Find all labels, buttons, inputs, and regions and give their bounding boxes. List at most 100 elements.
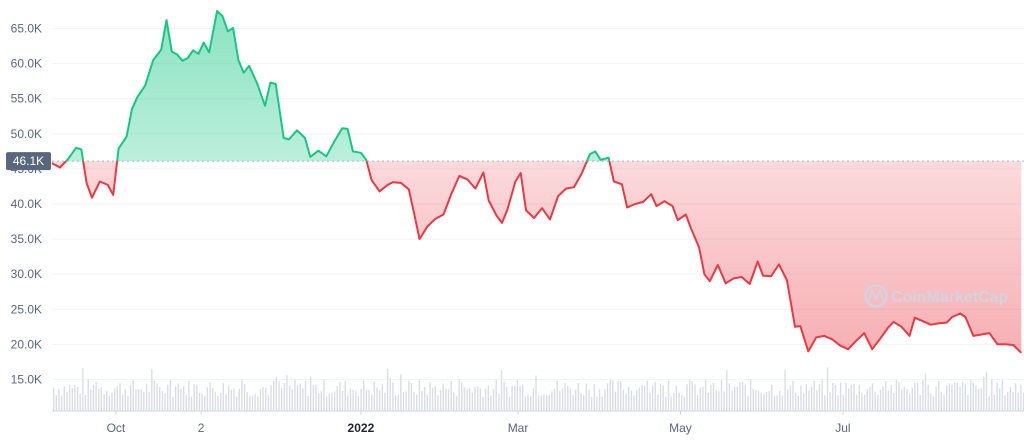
volume-bar xyxy=(710,384,712,411)
volume-bar xyxy=(129,384,132,411)
volume-bar xyxy=(294,379,296,411)
y-tick-label: 20.0K xyxy=(11,337,42,351)
y-tick-label: 65.0K xyxy=(11,22,42,36)
volume-bar xyxy=(800,385,802,411)
volume-bar xyxy=(866,389,868,411)
volume-bar xyxy=(620,381,622,411)
volume-bar xyxy=(964,384,966,411)
volume-bar xyxy=(768,390,770,411)
volume-bar xyxy=(315,384,317,411)
volume-bar xyxy=(323,379,325,411)
volume-bar xyxy=(840,382,842,411)
volume-bar xyxy=(561,388,564,411)
baseline-value: 46.1K xyxy=(13,154,44,168)
volume-bar xyxy=(606,383,609,411)
volume-bar xyxy=(1001,379,1004,411)
volume-bar xyxy=(198,392,201,411)
volume-bar xyxy=(678,392,680,411)
baseline-badge: 46.1K xyxy=(6,152,51,171)
volume-bar xyxy=(972,382,974,411)
volume-bar xyxy=(339,382,341,411)
volume-bar xyxy=(996,382,998,411)
volume-bar xyxy=(106,390,108,411)
volume-bar xyxy=(153,380,156,411)
volume-bar xyxy=(773,395,776,411)
volume-bar xyxy=(871,383,874,411)
volume-bar xyxy=(471,392,474,411)
volume-bar xyxy=(784,369,786,411)
volume-bar xyxy=(108,395,111,411)
volume-bar xyxy=(1012,392,1014,411)
volume-bar xyxy=(286,375,288,411)
volume-bar xyxy=(288,385,291,411)
volume-bar xyxy=(720,379,723,411)
volume-bar xyxy=(985,371,988,411)
volume-bar xyxy=(813,380,815,411)
volume-bar xyxy=(569,388,572,411)
volume-bar xyxy=(368,390,370,411)
volume-bar xyxy=(540,395,542,411)
volume-bar xyxy=(657,394,659,411)
volume-bar xyxy=(537,395,540,411)
volume-bar xyxy=(312,385,315,411)
volume-bar xyxy=(795,392,797,411)
volume-bar xyxy=(246,392,248,411)
volume-bar xyxy=(530,396,532,411)
volume-bar xyxy=(559,390,561,411)
volume-bar xyxy=(625,393,627,411)
volume-bar xyxy=(842,394,845,411)
volume-bar xyxy=(845,382,847,411)
volume-bar xyxy=(484,388,487,411)
volume-bar xyxy=(410,382,413,411)
volume-bar xyxy=(609,379,611,411)
volume-bar xyxy=(887,390,890,411)
volume-bar xyxy=(500,369,503,411)
volume-bar xyxy=(307,396,309,411)
volume-bar xyxy=(667,379,670,411)
volume-bar xyxy=(95,381,97,411)
volume-bar xyxy=(283,382,285,411)
price-line-above-baseline xyxy=(64,10,611,162)
x-tick-label: 2022 xyxy=(348,421,375,435)
volume-bar xyxy=(447,389,450,411)
volume-bar xyxy=(355,391,357,411)
volume-bar xyxy=(935,386,937,411)
y-tick-label: 60.0K xyxy=(11,57,42,71)
volume-bar xyxy=(572,395,574,411)
volume-bar xyxy=(901,389,903,411)
volume-bar xyxy=(919,395,921,411)
volume-bar xyxy=(712,382,715,411)
x-tick-label: Jul xyxy=(835,421,850,435)
volume-bar xyxy=(980,388,982,411)
volume-bar xyxy=(681,395,683,411)
volume-bar xyxy=(257,396,259,411)
volume-bar xyxy=(532,388,534,411)
volume-bar xyxy=(545,395,548,411)
volume-bar xyxy=(352,389,354,411)
volume-bar xyxy=(636,390,638,411)
volume-bar xyxy=(946,385,948,411)
volume-bar xyxy=(975,385,977,411)
volume-bar xyxy=(829,392,831,411)
volume-bar xyxy=(781,395,784,411)
volume-bar xyxy=(977,389,980,411)
volume-bar xyxy=(646,380,648,411)
volume-bar xyxy=(426,394,428,411)
volume-bar xyxy=(148,392,150,411)
volume-bar xyxy=(932,396,935,411)
volume-bar xyxy=(527,394,529,411)
volume-bar xyxy=(755,390,757,411)
y-tick-label: 35.0K xyxy=(11,232,42,246)
volume-bar xyxy=(490,395,492,411)
volume-bar xyxy=(726,370,728,411)
volume-bar xyxy=(760,392,762,411)
volume-bar xyxy=(863,394,866,411)
volume-bar xyxy=(265,387,267,411)
volume-bar xyxy=(376,387,378,411)
volume-bar xyxy=(734,386,736,411)
volume-bar xyxy=(752,388,754,411)
volume-bar xyxy=(424,387,426,411)
volume-bar xyxy=(837,395,839,411)
volume-bar xyxy=(302,388,304,411)
volume-bar xyxy=(469,388,471,411)
